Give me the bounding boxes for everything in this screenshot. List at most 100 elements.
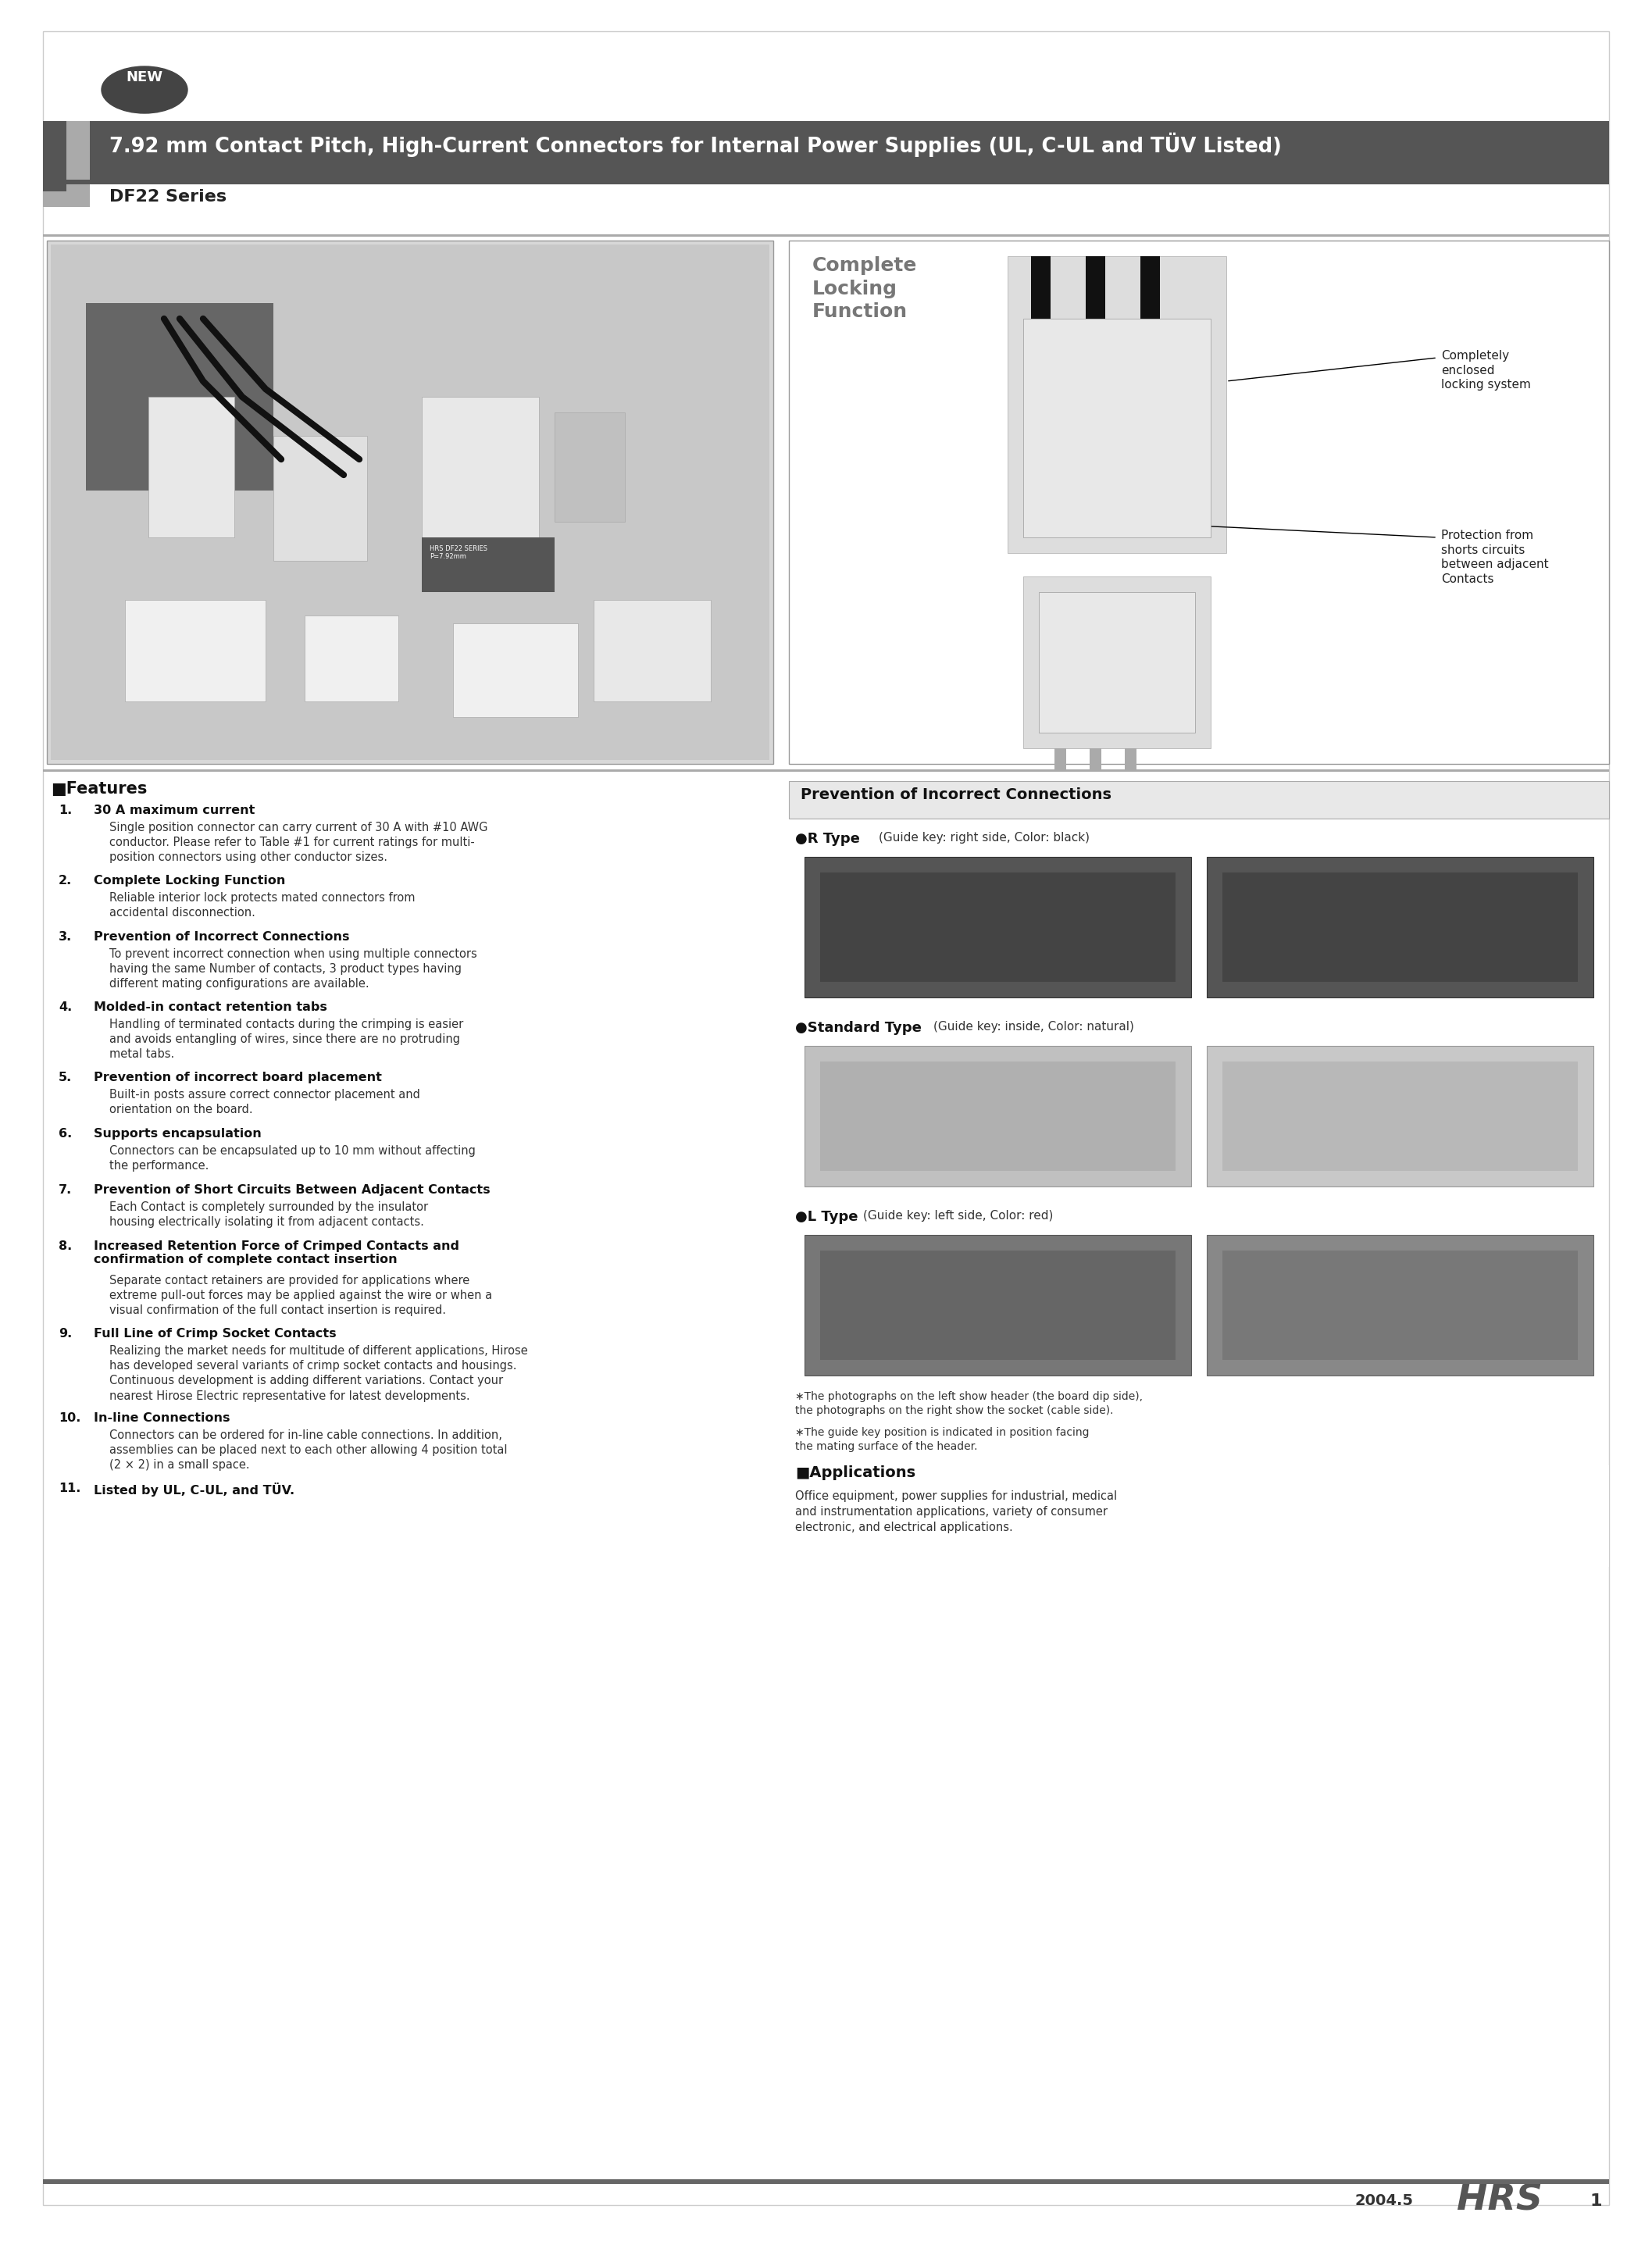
Bar xyxy=(805,1045,1191,1187)
Bar xyxy=(1008,256,1226,553)
Text: DF22 Series: DF22 Series xyxy=(109,189,226,205)
Text: Single position connector can carry current of 30 A with #10 AWG
conductor. Plea: Single position connector can carry curr… xyxy=(109,823,487,863)
Text: 30 A maximum current: 30 A maximum current xyxy=(94,805,254,816)
Text: ●L Type: ●L Type xyxy=(795,1209,857,1223)
Text: Connectors can be encapsulated up to 10 mm without affecting
the performance.: Connectors can be encapsulated up to 10 … xyxy=(109,1144,476,1171)
Text: Built-in posts assure correct connector placement and
orientation on the board.: Built-in posts assure correct connector … xyxy=(109,1088,420,1115)
Bar xyxy=(790,1466,1609,1567)
Text: HRS DF22 SERIES
P=7.92mm: HRS DF22 SERIES P=7.92mm xyxy=(430,546,487,560)
Text: In-line Connections: In-line Connections xyxy=(94,1412,230,1423)
Bar xyxy=(46,241,773,764)
Bar xyxy=(43,769,1609,771)
Text: 2.: 2. xyxy=(58,874,73,886)
Text: Reliable interior lock protects mated connectors from
accidental disconnection.: Reliable interior lock protects mated co… xyxy=(109,892,415,919)
Bar xyxy=(1023,319,1211,537)
Bar xyxy=(1222,1061,1578,1171)
Text: Prevention of Incorrect Connections: Prevention of Incorrect Connections xyxy=(801,787,1112,803)
Text: Prevention of Short Circuits Between Adjacent Contacts: Prevention of Short Circuits Between Adj… xyxy=(94,1185,491,1196)
Bar xyxy=(1031,256,1051,319)
Text: Prevention of Incorrect Connections: Prevention of Incorrect Connections xyxy=(94,931,350,942)
Bar xyxy=(421,537,555,591)
Bar xyxy=(51,245,770,760)
Ellipse shape xyxy=(101,67,187,112)
Text: 3.: 3. xyxy=(58,931,73,942)
Bar xyxy=(453,623,578,717)
Bar xyxy=(819,1250,1176,1360)
Bar xyxy=(805,856,1191,998)
Bar xyxy=(1222,872,1578,982)
Text: Handling of terminated contacts during the crimping is easier
and avoids entangl: Handling of terminated contacts during t… xyxy=(109,1018,463,1061)
Text: Each Contact is completely surrounded by the insulator
housing electrically isol: Each Contact is completely surrounded by… xyxy=(109,1200,428,1227)
Text: 2004.5: 2004.5 xyxy=(1355,2194,1414,2208)
Bar xyxy=(126,600,266,701)
Bar xyxy=(86,303,273,490)
Text: 11.: 11. xyxy=(58,1481,81,1495)
Text: 6.: 6. xyxy=(58,1128,73,1140)
Bar xyxy=(1206,1234,1594,1376)
Text: Increased Retention Force of Crimped Contacts and
confirmation of complete conta: Increased Retention Force of Crimped Con… xyxy=(94,1241,459,1266)
Bar xyxy=(819,1061,1176,1171)
Text: 9.: 9. xyxy=(58,1329,73,1340)
Bar xyxy=(555,411,624,522)
Text: ■Features: ■Features xyxy=(51,780,147,796)
Text: To prevent incorrect connection when using multiple connectors
having the same N: To prevent incorrect connection when usi… xyxy=(109,949,477,989)
Text: (Guide key: inside, Color: natural): (Guide key: inside, Color: natural) xyxy=(933,1021,1133,1032)
Bar xyxy=(1085,256,1105,319)
Bar xyxy=(43,234,1609,236)
Bar xyxy=(304,616,398,701)
Bar xyxy=(1125,749,1137,771)
Text: HRS: HRS xyxy=(1457,2183,1543,2219)
Bar xyxy=(1222,1250,1578,1360)
Bar xyxy=(421,398,539,553)
Text: ●R Type: ●R Type xyxy=(795,832,861,845)
Text: 10.: 10. xyxy=(58,1412,81,1423)
Bar xyxy=(1090,749,1102,771)
Text: ■Applications: ■Applications xyxy=(795,1466,915,1479)
Bar xyxy=(1206,856,1594,998)
Text: ●Standard Type: ●Standard Type xyxy=(795,1021,922,1034)
Text: Molded-in contact retention tabs: Molded-in contact retention tabs xyxy=(94,1000,327,1014)
Bar xyxy=(273,436,367,560)
Text: Protection from
shorts circuits
between adjacent
Contacts: Protection from shorts circuits between … xyxy=(1441,531,1548,584)
Bar xyxy=(790,241,1609,764)
Bar xyxy=(805,1234,1191,1376)
Text: (Guide key: right side, Color: black): (Guide key: right side, Color: black) xyxy=(879,832,1090,843)
Text: Listed by UL, C-UL, and TÜV.: Listed by UL, C-UL, and TÜV. xyxy=(94,1481,294,1497)
Text: 4.: 4. xyxy=(58,1000,73,1014)
Text: Separate contact retainers are provided for applications where
extreme pull-out : Separate contact retainers are provided … xyxy=(109,1275,492,1317)
Text: ∗The guide key position is indicated in position facing
the mating surface of th: ∗The guide key position is indicated in … xyxy=(795,1427,1089,1452)
Text: Supports encapsulation: Supports encapsulation xyxy=(94,1128,261,1140)
Text: NEW: NEW xyxy=(126,70,164,85)
Bar xyxy=(43,2178,1609,2185)
Text: Complete Locking Function: Complete Locking Function xyxy=(94,874,286,886)
Bar xyxy=(790,780,1609,818)
Bar xyxy=(593,600,710,701)
Bar xyxy=(1140,256,1160,319)
Text: 1.: 1. xyxy=(58,805,73,816)
Text: Completely
enclosed
locking system: Completely enclosed locking system xyxy=(1441,351,1531,391)
Bar xyxy=(1206,1045,1594,1187)
Text: (Guide key: left side, Color: red): (Guide key: left side, Color: red) xyxy=(862,1209,1054,1221)
Bar xyxy=(149,398,235,537)
Bar xyxy=(1023,575,1211,749)
Text: ∗The photographs on the left show header (the board dip side),
the photographs o: ∗The photographs on the left show header… xyxy=(795,1392,1143,1416)
Text: 5.: 5. xyxy=(58,1072,73,1084)
Text: Prevention of incorrect board placement: Prevention of incorrect board placement xyxy=(94,1072,382,1084)
Bar xyxy=(1054,749,1066,771)
Text: Connectors can be ordered for in-line cable connections. In addition,
assemblies: Connectors can be ordered for in-line ca… xyxy=(109,1430,507,1470)
Bar xyxy=(89,121,1609,180)
Text: 7.92 mm Contact Pitch, High-Current Connectors for Internal Power Supplies (UL, : 7.92 mm Contact Pitch, High-Current Conn… xyxy=(109,133,1282,157)
Text: Office equipment, power supplies for industrial, medical
and instrumentation app: Office equipment, power supplies for ind… xyxy=(795,1490,1117,1533)
Bar xyxy=(1039,591,1194,733)
Bar xyxy=(819,872,1176,982)
Bar xyxy=(43,121,66,191)
Text: Full Line of Crimp Socket Contacts: Full Line of Crimp Socket Contacts xyxy=(94,1329,337,1340)
Text: Complete
Locking
Function: Complete Locking Function xyxy=(813,256,917,321)
Bar xyxy=(43,121,66,191)
Bar xyxy=(43,180,1609,184)
Text: 1: 1 xyxy=(1589,2194,1602,2210)
Bar xyxy=(43,121,89,207)
Text: 7.: 7. xyxy=(58,1185,73,1196)
Text: 8.: 8. xyxy=(58,1241,73,1252)
Text: Realizing the market needs for multitude of different applications, Hirose
has d: Realizing the market needs for multitude… xyxy=(109,1344,529,1403)
